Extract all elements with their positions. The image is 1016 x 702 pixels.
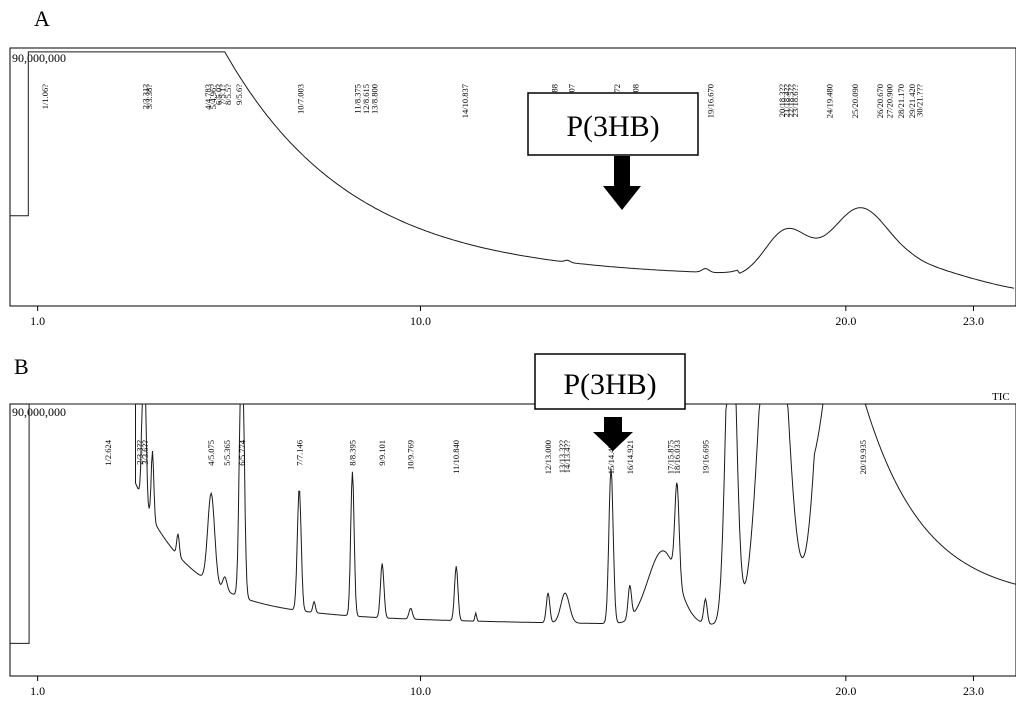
peak-label: 14/10.837 [460, 84, 470, 118]
x-tick-label: 1.0 [30, 314, 45, 328]
peak-label: 26/20.670 [875, 84, 885, 118]
peak-label: 8/5.5? [223, 84, 233, 105]
peak-label: 21/18.4?? [781, 84, 791, 118]
peak-label: 20/18.3?? [777, 84, 787, 118]
panel-b-tic-label: TIC [992, 391, 1010, 403]
peak-label: 19/16.670 [706, 84, 716, 118]
peak-label: 11/8.375 [353, 84, 363, 114]
panel-b: B 90,000,000 TIC 1.0 10.0 20.0 23.0 1/2.624… [9, 353, 1016, 698]
peak-label: 6/5.0? [213, 84, 223, 105]
peak-label: 4/4.783 [203, 84, 213, 110]
peak-label: 19/16.695 [701, 440, 711, 474]
peak-label: 24/19.480 [825, 84, 835, 118]
panel-a: A 90,000,000 1.0 10.0 20.0 23.0 1/1.06? 2/3.… [9, 6, 1016, 328]
peak-label: 25/20.090 [850, 84, 860, 118]
peak-label: 5/4.96? [208, 84, 218, 109]
x-tick-label: 1.0 [30, 684, 45, 698]
panel-a-arrow-icon [603, 156, 641, 210]
panel-a-trace [10, 51, 1014, 289]
peak-label: 13/8.800 [370, 84, 380, 114]
x-tick-label: 20.0 [835, 684, 856, 698]
peak-label: 29/21.420 [907, 84, 917, 118]
peak-label: 9/9.101 [377, 440, 387, 466]
panel-b-trace [10, 403, 1016, 644]
peak-label: 1/1.06? [40, 84, 50, 109]
peak-label: 1/2.624 [103, 439, 113, 465]
peak-label: 2/3.3?? [135, 440, 145, 465]
peak-label: 3/3.6?? [140, 440, 150, 465]
panel-b-arrow-icon [593, 417, 633, 451]
peak-label: 17/15.875 [666, 440, 676, 474]
panel-a-callout-box [527, 92, 699, 156]
panel-a-frame [9, 47, 1016, 307]
peak-label: 6/5.774 [237, 439, 247, 465]
x-tick-label: 23.0 [963, 314, 984, 328]
peak-label: 10/9.769 [406, 440, 416, 470]
peak-label: 16/14.921 [625, 440, 635, 474]
x-tick-label: 20.0 [835, 314, 856, 328]
panel-b-callout: P(3HB) [534, 353, 686, 451]
peak-label: 13/13.3?? [557, 440, 567, 474]
panel-a-callout: P(3HB) [527, 92, 699, 210]
x-tick-label: 10.0 [410, 314, 431, 328]
x-tick-label: 10.0 [410, 684, 431, 698]
panel-a-peak-labels: 1/1.06? 2/3.31?3/3.38? 4/4.7835/4.96?6/5.0… [40, 84, 925, 118]
peak-label: 20/19.935 [858, 440, 868, 474]
peak-label: 22/18.5?? [786, 84, 796, 118]
peak-label: 5/5.365 [222, 440, 232, 466]
peak-label: 12/13.000 [543, 440, 553, 474]
panel-a-ymax-label: 90,000,000 [12, 51, 66, 65]
peak-label: 30/21.??? [914, 84, 924, 117]
peak-label: 27/20.900 [885, 84, 895, 118]
peak-label: 18/16.033 [672, 440, 682, 474]
peak-label: 9/5.6? [234, 84, 244, 105]
peak-label: 15/14.484 [606, 439, 616, 474]
peak-label: 2/3.31? [140, 84, 150, 109]
peak-label: 11/10.840 [451, 440, 461, 474]
peak-label: 14/13.4?? [562, 440, 572, 474]
x-tick-label: 23.0 [963, 684, 984, 698]
peak-label: 3/3.38? [144, 84, 154, 109]
peak-label: 28/21.170 [896, 84, 906, 118]
panel-b-ymax-label: 90,000,000 [12, 405, 66, 419]
peak-label: 7/7.146 [294, 440, 304, 466]
panel-b-callout-label: P(3HB) [563, 368, 656, 401]
panel-a-callout-label: P(3HB) [566, 110, 659, 143]
peak-label: 12/8.615 [361, 84, 371, 114]
panel-b-callout-box [534, 353, 686, 410]
panel-b-peak-labels: 1/2.624 2/3.3??3/3.6?? 4/5.075 5/5.365 6/5.7… [103, 439, 868, 474]
peak-label: 8/8.395 [347, 440, 357, 466]
panel-b-x-axis: 1.0 10.0 20.0 23.0 [30, 676, 984, 698]
peak-label: 4/5.075 [206, 440, 216, 466]
panel-b-label: B [14, 354, 29, 379]
panel-a-label: A [34, 6, 50, 31]
panel-a-x-axis: 1.0 10.0 20.0 23.0 [30, 306, 984, 328]
peak-label: 23/18.6?? [790, 84, 800, 118]
peak-label: 7/5.1? [217, 84, 227, 105]
peak-label: 10/7.003 [296, 84, 306, 114]
panel-b-frame [9, 403, 1016, 677]
